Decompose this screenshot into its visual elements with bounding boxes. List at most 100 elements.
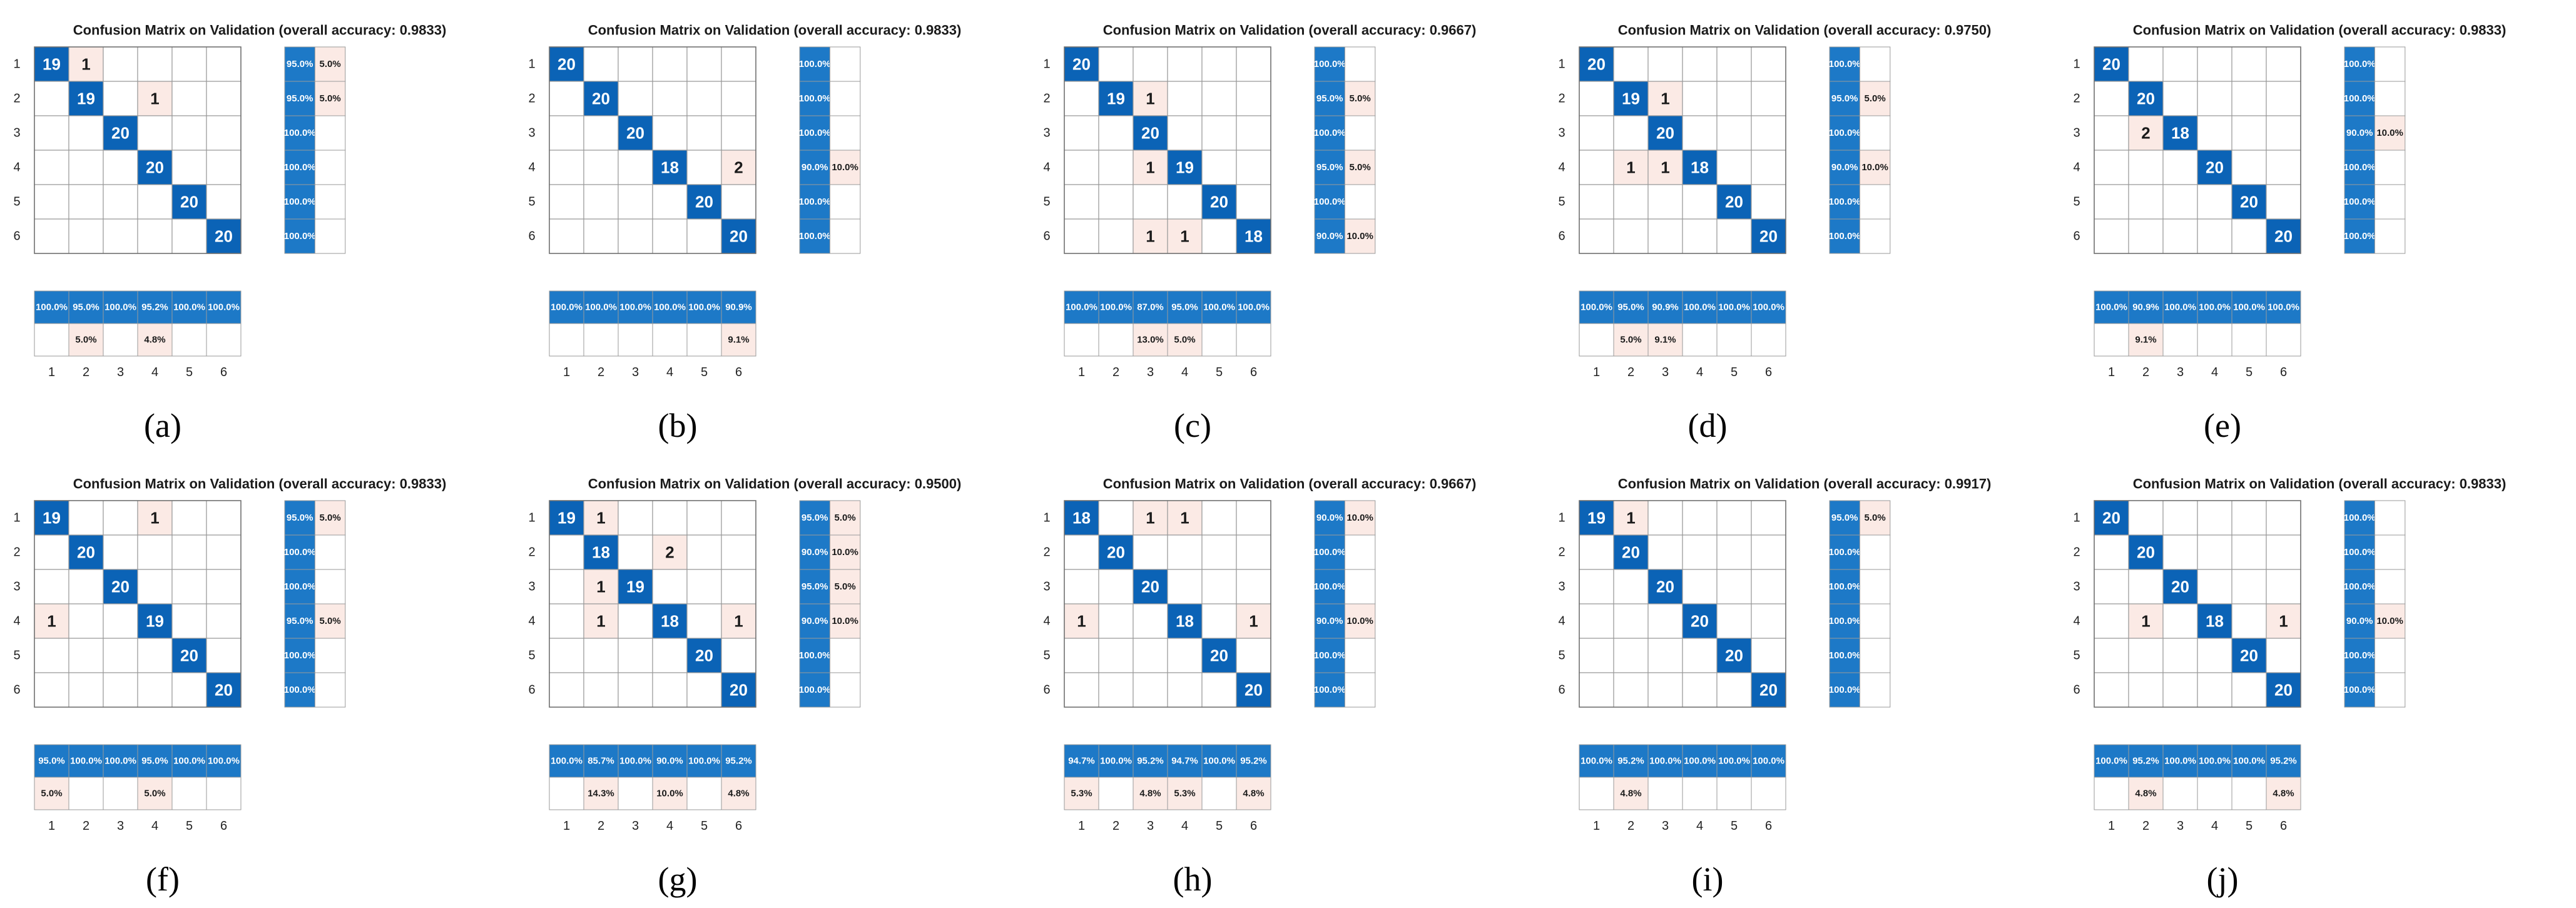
matrix-cell-value: 1 [1249,612,1258,631]
row-summary-correct-cell [2344,603,2375,639]
matrix-cell [1064,569,1099,604]
row-tick-label: 4 [1043,161,1050,175]
matrix-cell [1647,672,1683,708]
row-tick-label: 5 [1043,195,1050,209]
matrix-cell-value: 1 [2279,612,2288,631]
column-summary-correct-label: 100.0% [208,302,240,313]
matrix-cell [2231,500,2267,536]
column-summary-error-cell [1682,323,1718,357]
column-summary-correct-label: 90.0% [656,756,683,767]
column-tick-label: 4 [151,365,158,379]
column-summary-error-label: 4.8% [2273,788,2294,799]
column-summary-correct-cell [2094,290,2129,324]
row-summary-correct-label: 95.0% [1316,162,1343,173]
matrix-cell [652,81,688,116]
confusion-matrix-panel: Confusion Matrix on Validation (overall … [1043,476,1476,899]
matrix-cell [2162,569,2198,604]
column-tick-label: 2 [1112,365,1119,379]
panel-label: (i) [1692,860,1724,898]
column-tick-label: 2 [2142,365,2149,379]
matrix-cell-value: 19 [1622,89,1640,108]
row-tick-label: 2 [2073,92,2080,106]
matrix-cell [583,150,619,185]
row-summary-correct-label: 100.0% [799,650,831,661]
matrix-cell [1236,81,1271,116]
matrix-cell [1647,218,1683,254]
column-tick-label: 2 [2142,819,2149,833]
matrix-cell [1064,218,1099,254]
row-summary-error-cell [1344,638,1376,673]
row-summary-error-cell [1859,603,1891,639]
row-summary-correct-label: 100.0% [284,162,316,173]
column-tick-label: 2 [1112,819,1119,833]
row-summary-correct-label: 100.0% [1829,128,1861,138]
column-summary-correct-cell [206,290,242,324]
column-summary-error-cell [721,777,756,810]
matrix-cell [1682,638,1718,673]
column-tick-label: 6 [2280,819,2287,833]
column-summary-correct-cell [1751,290,1786,324]
row-summary-error-cell [1859,672,1891,708]
column-summary-correct-cell [34,290,69,324]
column-tick-label: 4 [1181,365,1188,379]
row-summary-correct-label: 100.0% [1829,685,1861,695]
row-summary-correct-label: 90.0% [1316,513,1343,523]
row-summary-correct-label: 100.0% [1314,59,1346,69]
matrix-cell [1167,672,1203,708]
matrix-cell-value: 20 [1759,227,1778,246]
matrix-cell [2197,81,2232,116]
panel-label: (a) [144,407,181,444]
matrix-cell [2094,603,2129,639]
row-tick-label: 5 [1043,649,1050,663]
column-summary-correct-cell [1236,290,1271,324]
column-summary-correct-label: 100.0% [551,756,583,767]
matrix-cell [1579,218,1614,254]
matrix-cell [2128,603,2164,639]
column-summary-correct-label: 100.0% [2199,302,2231,313]
row-summary-correct-label: 100.0% [2344,685,2376,695]
column-summary-correct-label: 100.0% [688,756,720,767]
matrix-cell-value: 18 [1176,612,1194,631]
matrix-cell [2197,603,2232,639]
column-summary-correct-label: 95.2% [1137,756,1164,767]
matrix-cell [618,115,653,151]
column-summary-correct-cell [721,744,756,778]
matrix-cell [583,115,619,151]
matrix-cell [2128,672,2164,708]
row-tick-label: 1 [528,58,535,71]
row-summary-error-cell [1859,81,1891,116]
row-summary-correct-cell [1314,218,1345,254]
row-summary-correct-label: 100.0% [2344,59,2376,69]
column-summary-error-label: 5.3% [1071,788,1092,799]
matrix-cell [1751,569,1786,604]
column-summary-error-cell [1167,777,1203,810]
row-summary-correct-label: 100.0% [1829,231,1861,242]
column-tick-label: 1 [2108,365,2115,379]
matrix-cell [1133,603,1168,639]
column-summary-correct-cell [1236,744,1271,778]
row-tick-label: 3 [528,126,535,140]
column-tick-label: 5 [2246,365,2253,379]
matrix-cell [1236,534,1271,570]
matrix-cell [2162,500,2198,536]
column-summary-error-cell [721,323,756,357]
row-tick-label: 4 [13,615,20,628]
row-summary-correct-cell [1314,150,1345,185]
panel-label: (e) [2204,407,2241,444]
matrix-cell [549,534,584,570]
column-summary-error-cell [2094,777,2129,810]
matrix-cell [1613,672,1649,708]
row-summary-correct-label: 100.0% [799,196,831,207]
row-summary-error-cell [2374,638,2406,673]
matrix-cell [1098,569,1134,604]
row-summary-correct-label: 95.0% [287,513,313,523]
matrix-cell [2231,218,2267,254]
matrix-border [1579,46,1786,254]
column-tick-label: 6 [220,819,227,833]
column-summary-error-cell [2162,323,2198,357]
column-tick-label: 2 [1627,365,1634,379]
column-summary-correct-label: 100.0% [2164,302,2196,313]
row-tick-label: 6 [528,230,535,243]
column-summary-correct-cell [2128,744,2164,778]
column-summary-correct-label: 100.0% [2164,756,2196,767]
